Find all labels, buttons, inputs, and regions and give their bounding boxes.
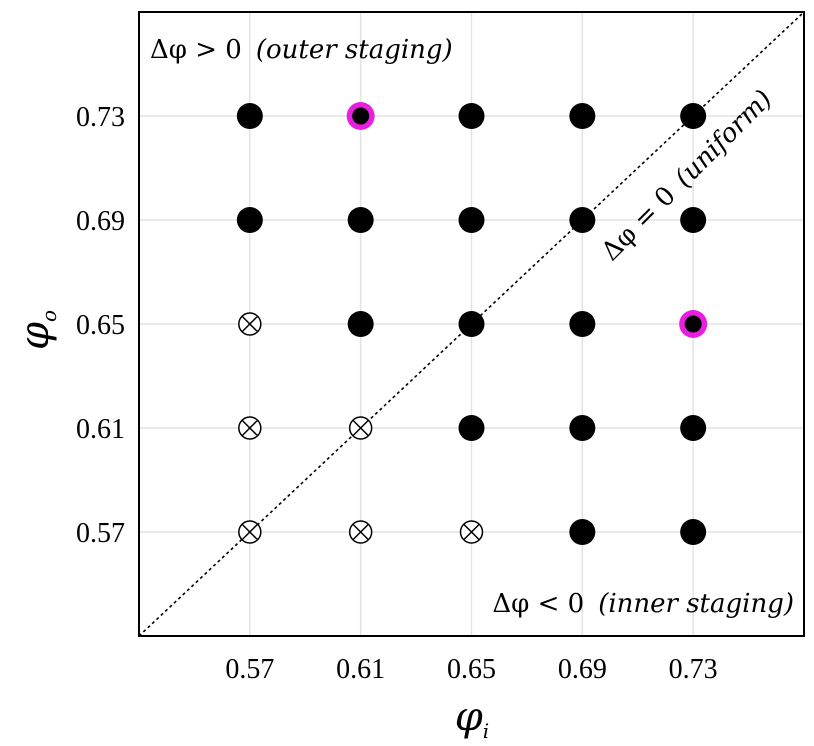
filled-marker [680, 415, 707, 441]
y-tick-label: 0.57 [76, 518, 125, 549]
cross-circle-marker [238, 520, 262, 544]
filled-marker [569, 415, 596, 441]
filled-marker [680, 519, 707, 545]
cross-circle-marker [238, 312, 262, 336]
filled-marker [236, 103, 263, 129]
annotation-outer-staging: Δφ > 0 (outer staging) [150, 35, 453, 65]
filled-marker [569, 311, 596, 337]
cross-circle-marker [348, 520, 373, 544]
filled-marker [680, 207, 707, 233]
y-tick-label: 0.73 [76, 102, 125, 133]
x-tick-label: 0.73 [669, 654, 718, 685]
filled-marker [680, 103, 707, 129]
y-axis-label: φo [12, 310, 61, 350]
highlighted-marker [679, 310, 708, 338]
filled-marker [569, 207, 596, 233]
plot-frame [138, 11, 805, 637]
filled-marker [458, 207, 485, 233]
filled-marker [458, 103, 485, 129]
y-tick-label: 0.61 [76, 414, 125, 445]
cross-circle-marker [459, 520, 484, 544]
data-markers [236, 102, 708, 545]
y-tick-label: 0.69 [76, 206, 125, 237]
y-tick-labels: 0.57 0.61 0.65 0.69 0.73 [76, 102, 125, 549]
filled-marker [347, 207, 374, 233]
filled-marker [569, 103, 596, 129]
filled-marker [569, 519, 596, 545]
highlighted-marker [346, 102, 375, 130]
filled-marker [347, 311, 374, 337]
y-tick-label: 0.65 [76, 310, 125, 341]
x-tick-labels: 0.57 0.61 0.65 0.69 0.73 [225, 654, 717, 685]
filled-marker [458, 311, 485, 337]
x-tick-label: 0.61 [336, 654, 385, 685]
x-tick-label: 0.57 [225, 654, 274, 685]
filled-marker [236, 207, 263, 233]
x-axis-label: φi [455, 694, 489, 743]
x-tick-label: 0.69 [558, 654, 607, 685]
filled-marker [458, 415, 485, 441]
annotation-inner-staging: Δφ < 0 (inner staging) [492, 589, 794, 619]
cross-circle-marker [348, 416, 373, 440]
x-tick-label: 0.65 [447, 654, 496, 685]
cross-circle-marker [238, 416, 262, 440]
